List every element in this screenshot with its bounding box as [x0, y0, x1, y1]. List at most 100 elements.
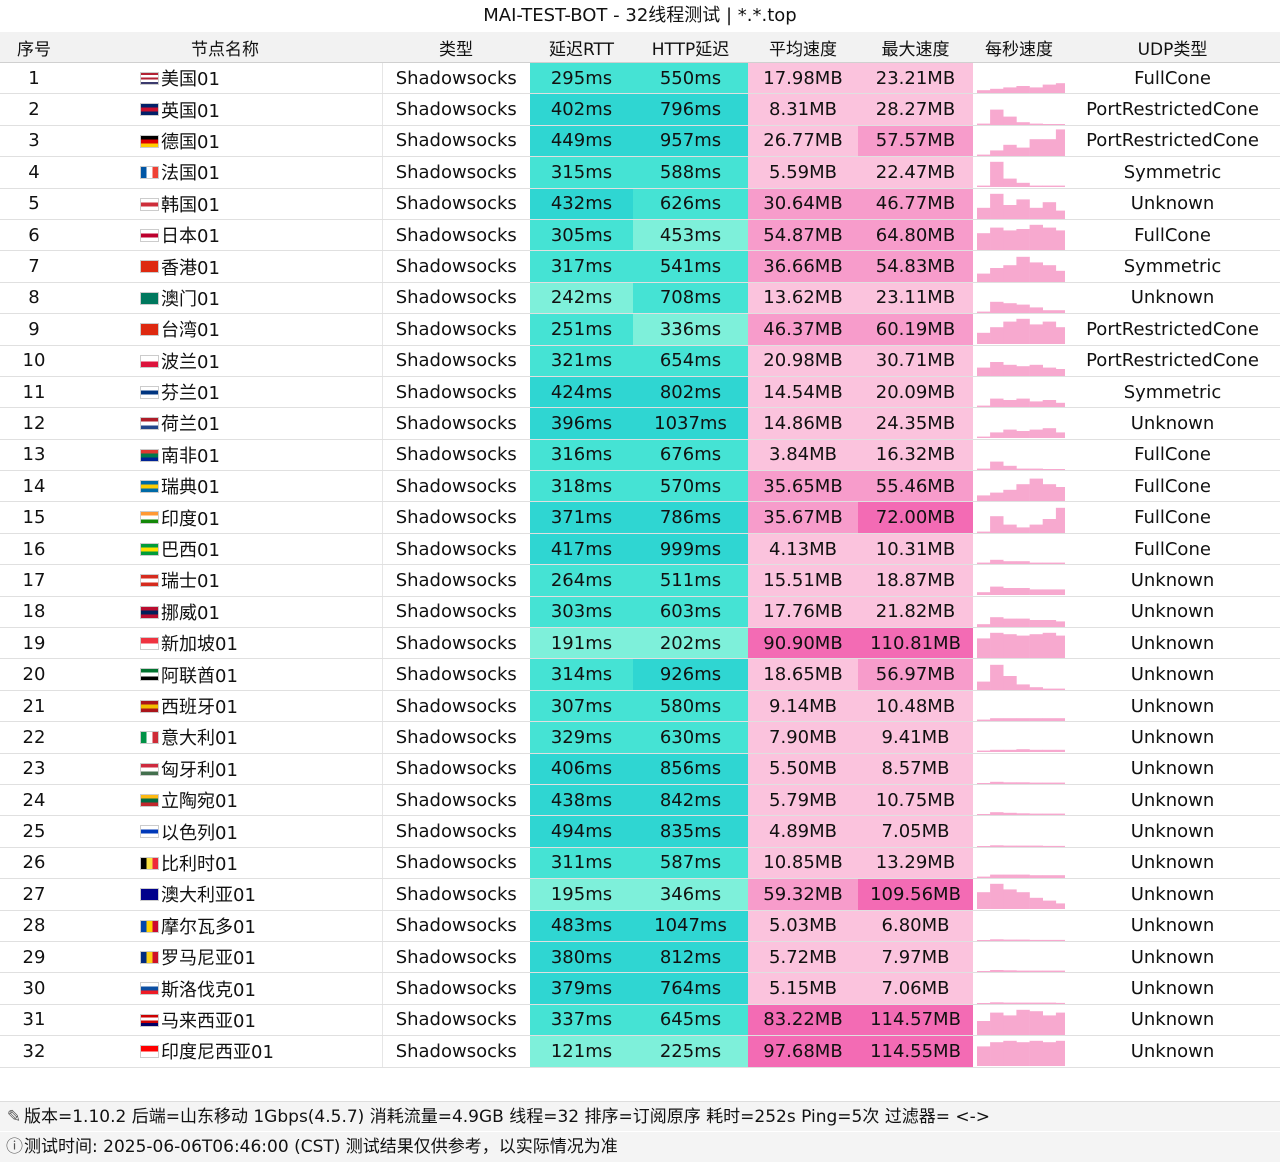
node-name-cell: 法国01 — [68, 156, 382, 189]
sparkline-bar — [977, 468, 991, 470]
sparkline-bar — [1055, 310, 1065, 313]
table-row[interactable]: 17 瑞士01 Shadowsocks 264ms 511ms 15.51MB 18.87M… — [0, 564, 1280, 597]
table-row[interactable]: 28 摩尔瓦多01 Shadowsocks 483ms 1047ms 5.03MB 6.80… — [0, 910, 1280, 942]
table-row[interactable]: 7 香港01 Shadowsocks 317ms 541ms 36.66MB 54.83MB… — [0, 250, 1280, 283]
sparkline-bar — [1055, 1041, 1065, 1066]
sparkline-bar — [977, 1046, 991, 1066]
sparkline-chart — [977, 874, 1065, 878]
http-latency: 842ms — [633, 784, 748, 817]
table-row[interactable]: 30 斯洛伐克01 Shadowsocks 379ms 764ms 5.15MB 7.06M… — [0, 972, 1280, 1005]
col-header-index[interactable]: 序号 — [0, 32, 68, 63]
col-header-type[interactable]: 类型 — [382, 32, 530, 63]
table-row[interactable]: 27 澳大利亚01 Shadowsocks 195ms 346ms 59.32MB 109.… — [0, 878, 1280, 911]
sparkline-bar — [1016, 319, 1030, 345]
it-flag-icon — [140, 731, 159, 745]
table-row[interactable]: 5 韩国01 Shadowsocks 432ms 626ms 30.64MB 46.77MB… — [0, 188, 1280, 220]
rtt-latency: 264ms — [530, 564, 633, 597]
col-header-name[interactable]: 节点名称 — [68, 32, 382, 63]
node-name-cell: 立陶宛01 — [68, 784, 382, 817]
table-row[interactable]: 9 台湾01 Shadowsocks 251ms 336ms 46.37MB 60.19MB… — [0, 313, 1280, 346]
table-row[interactable]: 4 法国01 Shadowsocks 315ms 588ms 5.59MB 22.47MB S… — [0, 156, 1280, 189]
sparkline-chart — [977, 781, 1065, 784]
max-speed: 28.27MB — [858, 93, 973, 126]
http-latency: 676ms — [633, 439, 748, 472]
speed-sparkline — [973, 690, 1065, 723]
table-row[interactable]: 20 阿联酋01 Shadowsocks 314ms 926ms 18.65MB 56.97… — [0, 658, 1280, 691]
sparkline-bar — [1003, 321, 1017, 345]
table-row[interactable]: 16 巴西01 Shadowsocks 417ms 999ms 4.13MB 10.31MB… — [0, 533, 1280, 566]
node-name-cell: 台湾01 — [68, 313, 382, 346]
col-header-rtt[interactable]: 延迟RTT — [530, 32, 633, 63]
udp-type: Unknown — [1065, 753, 1280, 785]
http-latency: 550ms — [633, 62, 748, 95]
table-row[interactable]: 29 罗马尼亚01 Shadowsocks 380ms 812ms 5.72MB 7.97M… — [0, 941, 1280, 974]
table-row[interactable]: 8 澳门01 Shadowsocks 242ms 708ms 13.62MB 23.11MB… — [0, 282, 1280, 315]
sparkline-chart — [977, 428, 1065, 439]
table-row[interactable]: 26 比利时01 Shadowsocks 311ms 587ms 10.85MB 13.29… — [0, 847, 1280, 880]
col-header-http[interactable]: HTTP延迟 — [633, 32, 748, 63]
col-header-udp[interactable]: UDP类型 — [1065, 32, 1280, 63]
table-row[interactable]: 25 以色列01 Shadowsocks 494ms 835ms 4.89MB 7.05MB… — [0, 815, 1280, 848]
table-row[interactable]: 13 南非01 Shadowsocks 316ms 676ms 3.84MB 16.32MB… — [0, 439, 1280, 472]
table-row[interactable]: 21 西班牙01 Shadowsocks 307ms 580ms 9.14MB 10.48M… — [0, 690, 1280, 723]
table-row[interactable]: 32 印度尼西亚01 Shadowsocks 121ms 225ms 97.68MB 114… — [0, 1035, 1280, 1068]
sparkline-bar — [1042, 718, 1057, 721]
table-row[interactable]: 2 英国01 Shadowsocks 402ms 796ms 8.31MB 28.27MB P… — [0, 93, 1280, 126]
udp-type: PortRestrictedCone — [1065, 125, 1280, 158]
node-name: 韩国01 — [161, 194, 220, 216]
speed-sparkline — [973, 1035, 1065, 1068]
sparkline-bar — [1055, 402, 1065, 407]
sparkline-bar — [1055, 230, 1065, 250]
speed-sparkline — [973, 156, 1065, 189]
http-latency: 957ms — [633, 125, 748, 158]
table-row[interactable]: 1 美国01 Shadowsocks 295ms 550ms 17.98MB 23.21MB… — [0, 62, 1280, 95]
sparkline-bar — [1029, 430, 1043, 439]
sparkline-chart — [977, 884, 1065, 910]
sparkline-chart — [977, 812, 1065, 815]
sparkline-bar — [1003, 1015, 1017, 1035]
sparkline-bar — [1016, 86, 1030, 93]
za-flag-icon — [140, 448, 159, 462]
table-row[interactable]: 10 波兰01 Shadowsocks 321ms 654ms 20.98MB 30.71M… — [0, 345, 1280, 377]
row-index: 31 — [0, 1004, 68, 1037]
sparkline-bar — [1055, 813, 1065, 815]
node-name-cell: 芬兰01 — [68, 376, 382, 409]
sparkline-bar — [1003, 970, 1017, 972]
row-index: 23 — [0, 753, 68, 785]
sparkline-bar — [977, 782, 991, 784]
row-index: 6 — [0, 219, 68, 252]
table-row[interactable]: 18 挪威01 Shadowsocks 303ms 603ms 17.76MB 21.82M… — [0, 596, 1280, 629]
rtt-latency: 311ms — [530, 847, 633, 880]
table-row[interactable]: 12 荷兰01 Shadowsocks 396ms 1037ms 14.86MB 24.35… — [0, 407, 1280, 440]
max-speed: 23.21MB — [858, 62, 973, 95]
table-row[interactable]: 19 新加坡01 Shadowsocks 191ms 202ms 90.90MB 110.8… — [0, 627, 1280, 660]
table-row[interactable]: 15 印度01 Shadowsocks 371ms 786ms 35.67MB 72.00M… — [0, 501, 1280, 534]
node-name: 芬兰01 — [161, 383, 220, 405]
http-latency: 796ms — [633, 93, 748, 126]
node-name: 比利时01 — [161, 853, 238, 875]
table-row[interactable]: 24 立陶宛01 Shadowsocks 438ms 842ms 5.79MB 10.75M… — [0, 784, 1280, 817]
table-row[interactable]: 23 匈牙利01 Shadowsocks 406ms 856ms 5.50MB 8.57MB… — [0, 753, 1280, 785]
row-index: 10 — [0, 345, 68, 377]
col-header-avg-speed[interactable]: 平均速度 — [748, 32, 858, 63]
sparkline-chart — [977, 129, 1065, 156]
rtt-latency: 424ms — [530, 376, 633, 409]
col-header-max-speed[interactable]: 最大速度 — [858, 32, 973, 63]
sparkline-bar — [1029, 813, 1043, 815]
table-row[interactable]: 22 意大利01 Shadowsocks 329ms 630ms 7.90MB 9.41MB… — [0, 721, 1280, 754]
table-row[interactable]: 14 瑞典01 Shadowsocks 318ms 570ms 35.65MB 55.46M… — [0, 470, 1280, 503]
sparkline-bar — [990, 587, 1004, 596]
table-row[interactable]: 31 马来西亚01 Shadowsocks 337ms 645ms 83.22MB 114.… — [0, 1004, 1280, 1037]
node-name: 西班牙01 — [161, 697, 238, 718]
col-header-speed-per-sec[interactable]: 每秒速度 — [973, 32, 1065, 63]
sparkline-bar — [1016, 199, 1030, 219]
sparkline-bar — [1042, 185, 1057, 188]
table-row[interactable]: 6 日本01 Shadowsocks 305ms 453ms 54.87MB 64.80MB… — [0, 219, 1280, 252]
sparkline-bar — [1029, 898, 1043, 910]
sparkline-bar — [990, 1001, 1004, 1004]
sparkline-bar — [1042, 813, 1057, 815]
au-flag-icon — [140, 888, 159, 902]
table-row[interactable]: 11 芬兰01 Shadowsocks 424ms 802ms 14.54MB 20.09M… — [0, 376, 1280, 409]
table-row[interactable]: 3 德国01 Shadowsocks 449ms 957ms 26.77MB 57.57MB… — [0, 125, 1280, 158]
sparkline-bar — [1042, 484, 1057, 501]
